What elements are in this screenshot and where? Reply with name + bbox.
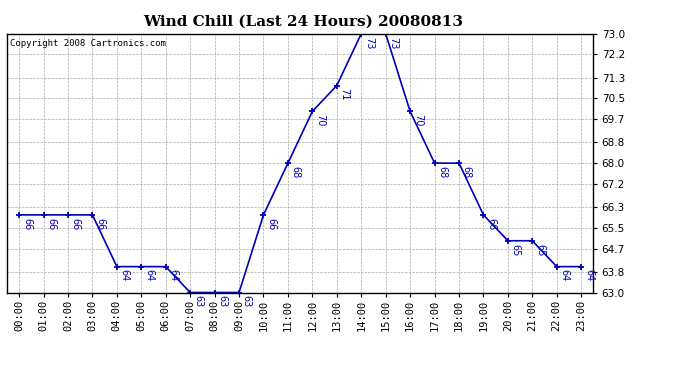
Text: Wind Chill (Last 24 Hours) 20080813: Wind Chill (Last 24 Hours) 20080813 (144, 15, 464, 29)
Text: 68: 68 (437, 166, 447, 178)
Text: 66: 66 (71, 217, 81, 230)
Text: 68: 68 (290, 166, 301, 178)
Text: 63: 63 (193, 295, 203, 307)
Text: 65: 65 (511, 243, 521, 256)
Text: 66: 66 (46, 217, 57, 230)
Text: 64: 64 (119, 269, 130, 282)
Text: 64: 64 (584, 269, 594, 282)
Text: 64: 64 (560, 269, 569, 282)
Text: 66: 66 (95, 217, 105, 230)
Text: 70: 70 (315, 114, 325, 126)
Text: 65: 65 (535, 243, 545, 256)
Text: 66: 66 (266, 217, 276, 230)
Text: 73: 73 (364, 36, 374, 49)
Text: 71: 71 (339, 88, 350, 101)
Text: 66: 66 (486, 217, 496, 230)
Text: 63: 63 (241, 295, 252, 307)
Text: 64: 64 (144, 269, 154, 282)
Text: 68: 68 (462, 166, 472, 178)
Text: 73: 73 (388, 36, 398, 49)
Text: 63: 63 (217, 295, 228, 307)
Text: 66: 66 (22, 217, 32, 230)
Text: 64: 64 (168, 269, 179, 282)
Text: 70: 70 (413, 114, 423, 126)
Text: Copyright 2008 Cartronics.com: Copyright 2008 Cartronics.com (10, 39, 166, 48)
